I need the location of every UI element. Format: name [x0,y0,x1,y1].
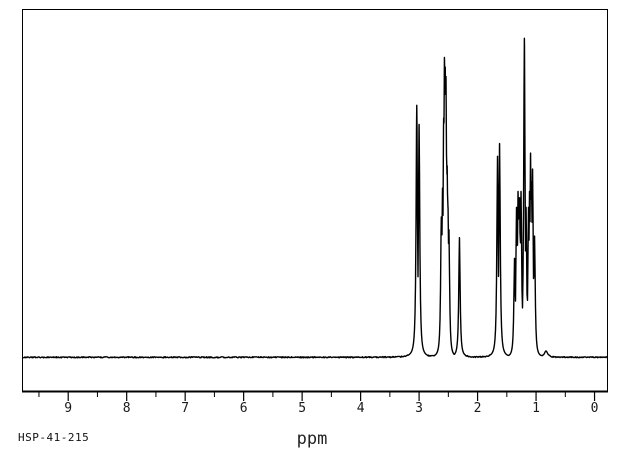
spectrum-id-label: HSP-41-215 [18,431,90,444]
x-tick-label: 6 [239,401,248,416]
x-tick-label: 0 [590,401,599,416]
x-tick-label: 4 [356,401,365,416]
spectrum-trace [22,37,608,359]
x-tick-label: 8 [122,401,131,416]
x-tick-label: 5 [298,401,307,416]
x-tick-label: 9 [64,401,73,416]
x-tick-label: 3 [415,401,423,416]
x-tick-label: 2 [473,401,482,416]
x-tick-label: 7 [181,401,190,416]
x-axis-title: ppm [296,429,328,449]
x-tick-label: 1 [532,401,540,416]
